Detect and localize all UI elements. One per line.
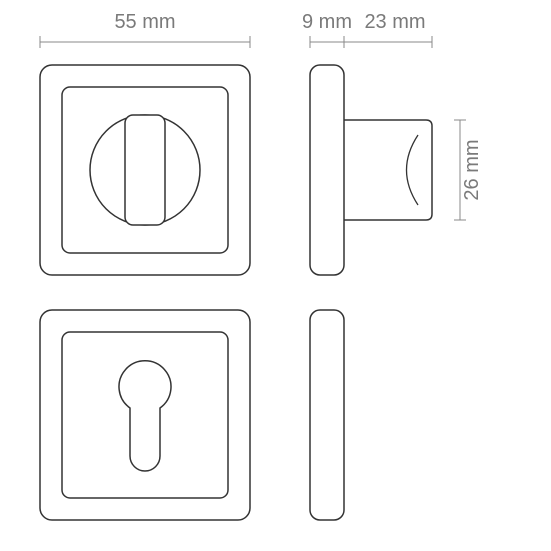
outer-plate-2	[40, 310, 250, 520]
dim-label-9: 9 mm	[302, 11, 352, 33]
side-knob	[344, 120, 432, 220]
side-profile	[310, 65, 432, 275]
thumbturn-front	[40, 65, 250, 275]
dim-23mm: 23 mm	[344, 11, 432, 48]
dim-26mm: 26 mm	[454, 120, 483, 220]
technical-drawing: 55 mm 9 mm 23 mm 26 mm	[0, 0, 551, 551]
side-knob-arc	[407, 135, 419, 205]
thumbturn-bar	[125, 115, 165, 225]
dim-label-23: 23 mm	[364, 11, 425, 33]
dim-label-55: 55 mm	[114, 11, 175, 33]
keyhole-front	[40, 310, 250, 520]
side-plate-2	[310, 310, 344, 520]
side-plate	[310, 65, 344, 275]
dim-55mm: 55 mm	[40, 11, 250, 48]
inner-plate-2	[62, 332, 228, 498]
keyhole	[119, 361, 171, 471]
dim-label-26: 26 mm	[461, 139, 483, 200]
side-plate-only	[310, 310, 344, 520]
